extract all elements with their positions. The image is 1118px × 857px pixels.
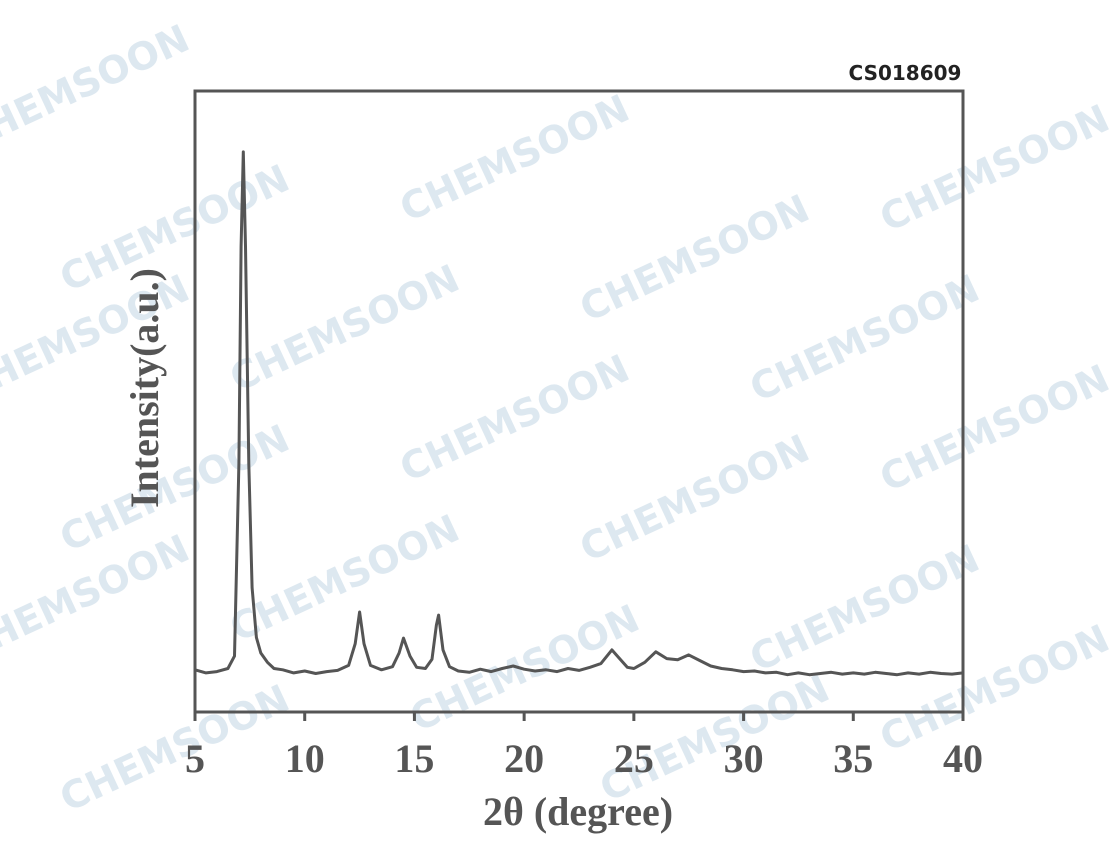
watermark: CHEMSOON <box>53 676 296 820</box>
watermark: CHEMSOON <box>873 96 1116 240</box>
x-tick-label: 5 <box>185 736 205 781</box>
xrd-line <box>194 150 964 677</box>
x-tick-label: 10 <box>285 736 325 781</box>
watermark: CHEMSOON <box>573 426 816 570</box>
plot-frame <box>193 89 965 714</box>
watermark: CHEMSOON <box>573 186 816 330</box>
x-tick-label: 15 <box>394 736 434 781</box>
watermark: CHEMSOON <box>873 356 1116 500</box>
watermark: CHEMSOON <box>223 256 466 400</box>
watermark: CHEMSOON <box>743 536 986 680</box>
watermark: CHEMSOON <box>223 506 466 650</box>
watermark: CHEMSOON <box>0 16 196 160</box>
x-tick-label: 30 <box>724 736 764 781</box>
x-tick-label: 25 <box>614 736 654 781</box>
watermarks: CHEMSOONCHEMSOONCHEMSOONCHEMSOONCHEMSOON… <box>0 16 1116 820</box>
x-tick-label: 35 <box>833 736 873 781</box>
x-axis-label: 2θ (degree) <box>483 789 673 834</box>
watermark: CHEMSOON <box>873 616 1116 760</box>
watermark: CHEMSOON <box>393 86 636 230</box>
watermark: CHEMSOON <box>393 346 636 490</box>
x-tick-label: 20 <box>504 736 544 781</box>
watermark: CHEMSOON <box>743 266 986 410</box>
code-label: CS018609 <box>849 61 962 85</box>
y-axis-label: Intensity(a.u.) <box>122 268 167 508</box>
x-tick-label: 40 <box>943 736 983 781</box>
